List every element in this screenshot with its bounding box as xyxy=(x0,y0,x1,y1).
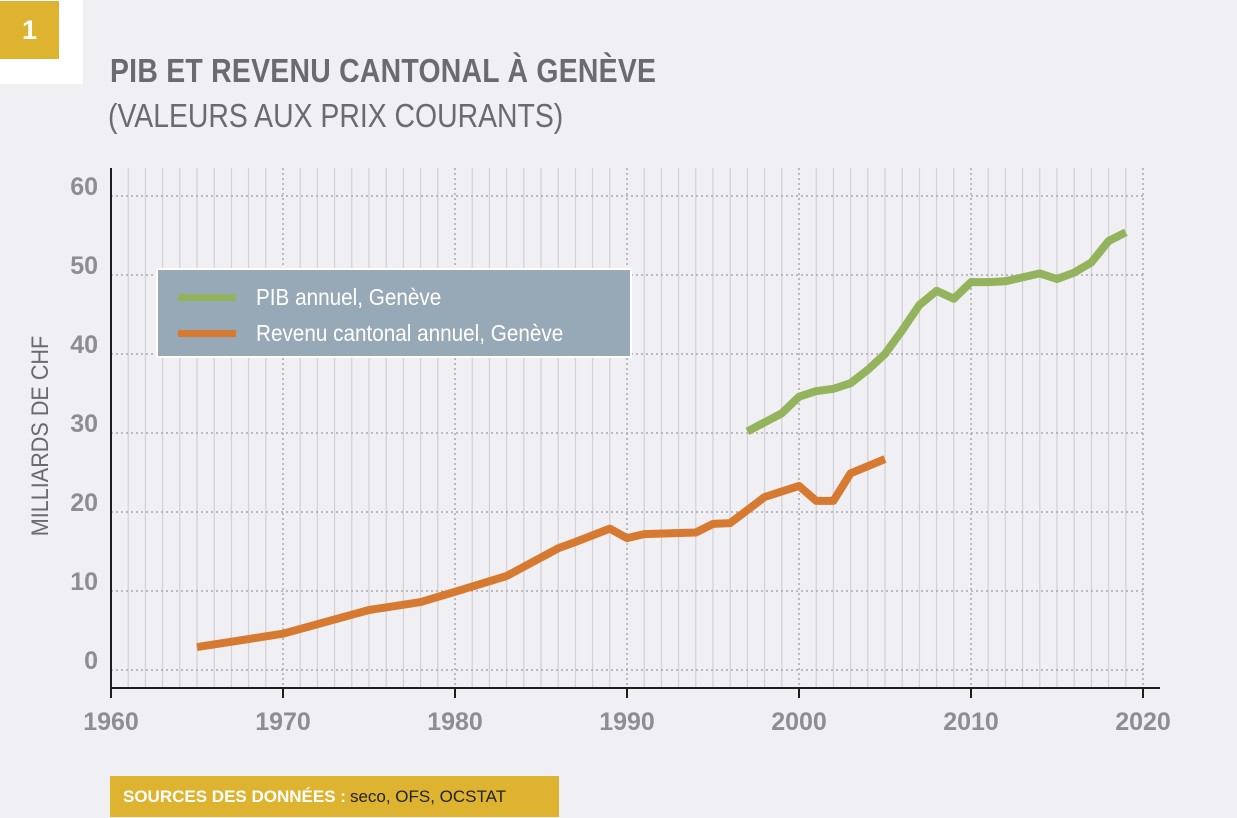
x-tick-label: 2020 xyxy=(1115,708,1171,736)
series-line-pib xyxy=(745,228,1128,435)
figure-number-badge: 1 xyxy=(0,1,59,59)
x-tick-label: 2010 xyxy=(943,708,999,736)
y-tick-label: 10 xyxy=(70,568,98,596)
y-tick-label: 20 xyxy=(70,489,98,517)
legend-item-revenu: Revenu cantonal annuel, Genève xyxy=(158,318,597,348)
data-sources-box: SOURCES DES DONNÉES : seco, OFS, OCSTAT xyxy=(110,776,559,817)
vertical-gridlines xyxy=(127,168,1144,688)
series-line-revenu xyxy=(196,455,887,652)
legend-item-pib: PIB annuel, Genève xyxy=(158,282,462,312)
y-tick-label: 60 xyxy=(70,173,98,201)
x-tick-label: 1960 xyxy=(83,708,139,736)
legend-label-pib: PIB annuel, Genève xyxy=(256,283,442,310)
legend-swatch-revenu xyxy=(178,329,236,337)
legend-swatch-pib xyxy=(178,293,236,301)
x-tick-labels: 1960 1970 1980 1990 2000 2010 2020 xyxy=(83,708,1171,736)
x-tick-label: 1990 xyxy=(599,708,655,736)
sources-value: seco, OFS, OCSTAT xyxy=(349,786,507,806)
legend: PIB annuel, Genève Revenu cantonal annue… xyxy=(156,268,632,358)
sources-label: SOURCES DES DONNÉES : xyxy=(123,786,346,806)
y-tick-labels: 0 10 20 30 40 50 60 xyxy=(70,173,98,675)
legend-label-revenu: Revenu cantonal annuel, Genève xyxy=(256,319,564,346)
axes xyxy=(110,168,1160,698)
x-tick-label: 1980 xyxy=(427,708,483,736)
y-tick-label: 30 xyxy=(70,410,98,438)
y-tick-label: 50 xyxy=(70,252,98,280)
y-axis-label: MILLIARDS DE CHF xyxy=(27,335,54,537)
x-tick-label: 2000 xyxy=(771,708,827,736)
series-layer xyxy=(196,228,1128,652)
chart-subtitle: (VALEURS AUX PRIX COURANTS) xyxy=(108,97,564,134)
chart-title: PIB ET REVENU CANTONAL À GENÈVE xyxy=(110,52,657,89)
y-tick-label: 0 xyxy=(84,647,98,675)
x-tick-label: 1970 xyxy=(255,708,311,736)
y-tick-label: 40 xyxy=(70,331,98,359)
